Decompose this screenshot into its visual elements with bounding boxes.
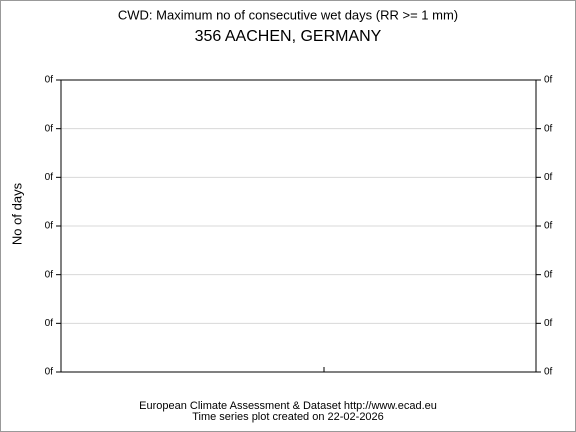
chart-title: CWD: Maximum no of consecutive wet days … bbox=[118, 7, 458, 22]
y-tick-label: 0f bbox=[45, 221, 54, 232]
y-tick-label: 0f bbox=[45, 172, 54, 183]
y-axis-label: No of days bbox=[9, 182, 24, 245]
footer-text: Time series plot created on 22-02-2026 bbox=[192, 411, 384, 423]
chart-subtitle: 356 AACHEN, GERMANY bbox=[195, 28, 382, 45]
y-tick-label: 0f bbox=[45, 318, 54, 329]
plot-frame bbox=[60, 79, 537, 373]
y-tick-label: 0f bbox=[544, 123, 553, 134]
y-tick-label: 0f bbox=[45, 75, 54, 86]
y-tick-label: 0f bbox=[45, 367, 54, 378]
y-tick-label: 0f bbox=[544, 221, 553, 232]
y-tick-label: 0f bbox=[544, 75, 553, 86]
y-tick-label: 0f bbox=[544, 318, 553, 329]
y-tick-label: 0f bbox=[544, 367, 553, 378]
y-tick-label: 0f bbox=[544, 269, 553, 280]
y-tick-label: 0f bbox=[544, 172, 553, 183]
footer-text: European Climate Assessment & Dataset ht… bbox=[139, 400, 437, 412]
y-tick-label: 0f bbox=[45, 123, 54, 134]
y-tick-label: 0f bbox=[45, 269, 54, 280]
